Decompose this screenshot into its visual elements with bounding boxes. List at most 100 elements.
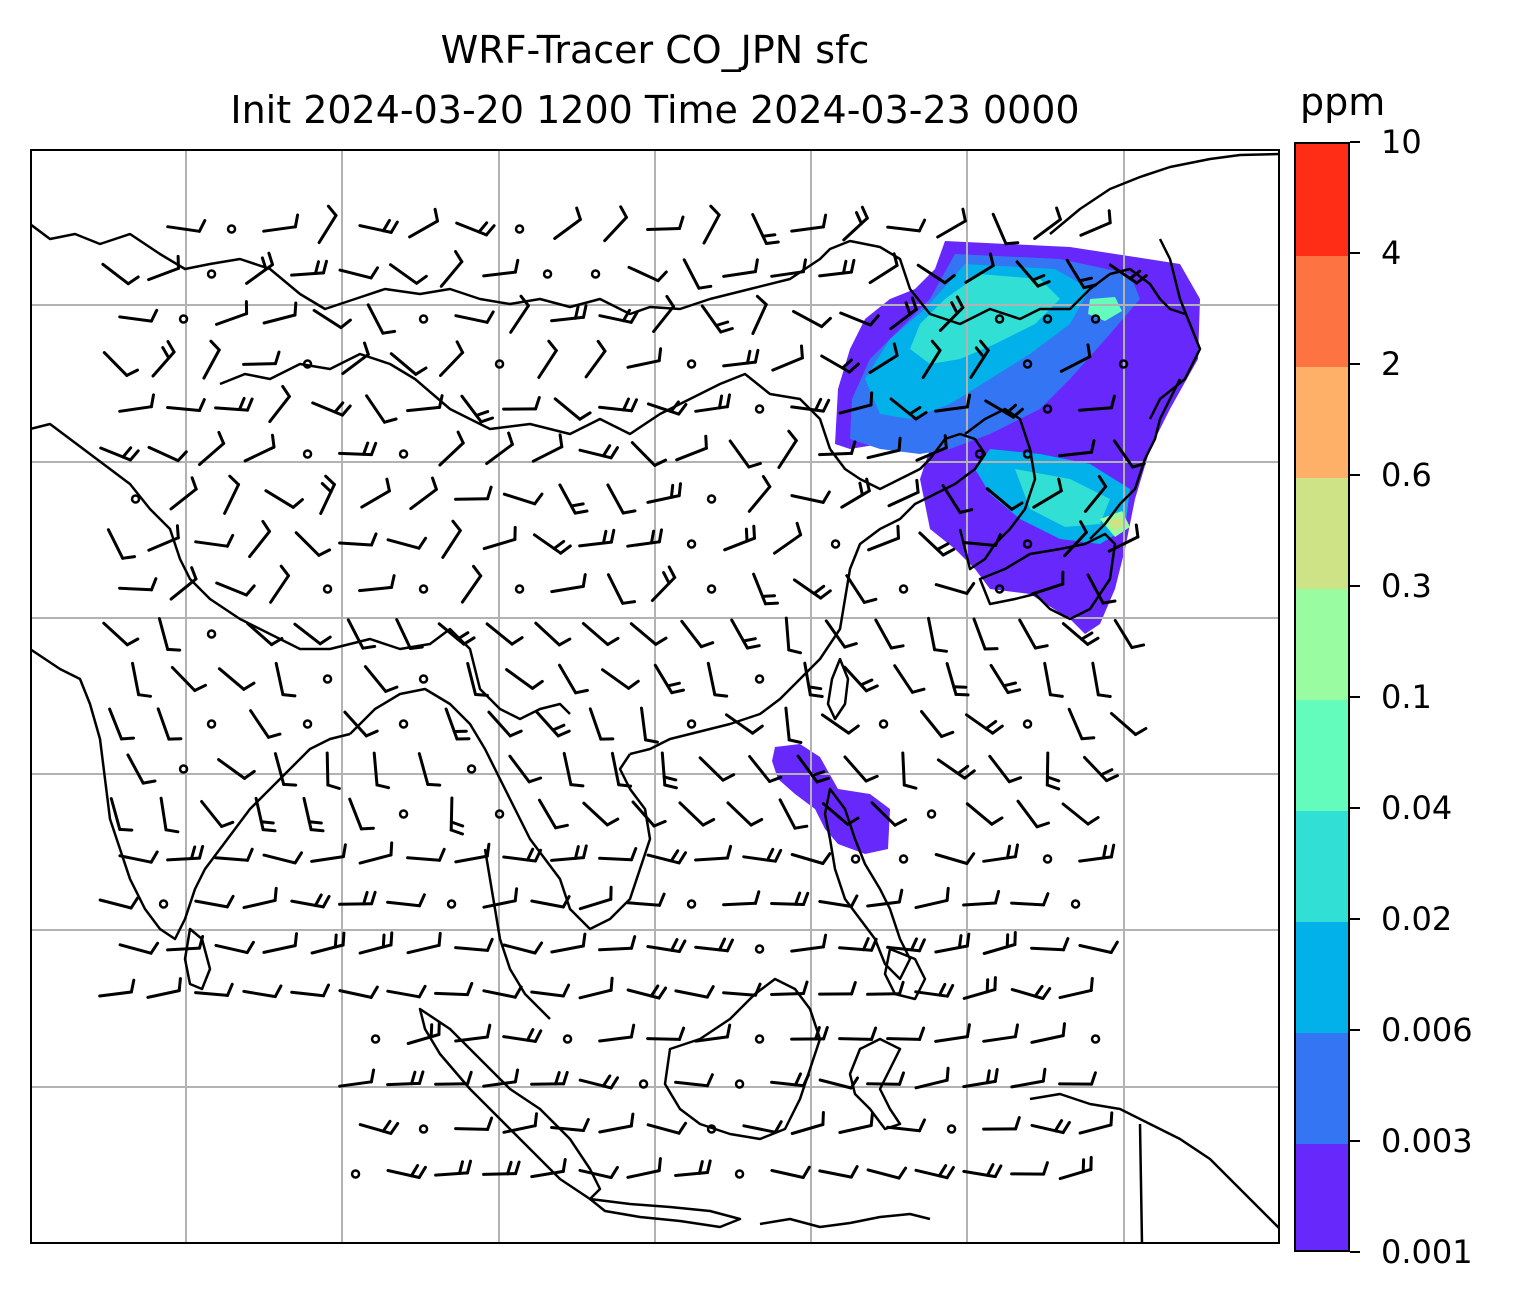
- coastline-borneo: [663, 977, 822, 1141]
- wind-barb-flag: [574, 845, 580, 860]
- wind-barb-shaft: [752, 572, 767, 606]
- wind-barb-flag: [669, 483, 675, 499]
- calm-wind-circle: [946, 1124, 957, 1134]
- wind-barb-shaft: [867, 536, 900, 552]
- wind-barb-flag: [1090, 1071, 1097, 1086]
- colorbar-tick: [1350, 1140, 1360, 1142]
- wind-barb-flag: [533, 492, 544, 506]
- wind-barb-shaft: [215, 581, 248, 597]
- wind-barb-shaft: [262, 944, 297, 954]
- wind-barb-flag: [322, 259, 328, 275]
- wind-barb-flag: [847, 724, 860, 735]
- wind-barb-flag: [812, 584, 826, 595]
- wind-barb-flag: [918, 1026, 926, 1041]
- wind-barb-flag: [313, 893, 323, 907]
- wind-barb-flag: [121, 446, 133, 459]
- wind-barb-flag: [307, 820, 323, 825]
- colorbar-band: [1296, 144, 1348, 256]
- wind-barb-shaft: [217, 667, 246, 691]
- wind-barb-shaft: [700, 304, 723, 334]
- wind-barb-flag: [990, 816, 1004, 826]
- wind-barb-flag: [1045, 775, 1061, 783]
- wind-barb-flag: [558, 433, 564, 449]
- wind-barb-flag: [341, 931, 346, 947]
- wind-barb-shaft: [454, 497, 490, 501]
- wind-barb-flag: [752, 524, 756, 540]
- wind-barb-flag: [609, 976, 614, 992]
- wind-barb-flag: [242, 681, 256, 691]
- wind-barb-flag: [821, 852, 832, 865]
- wind-barb-shaft: [1058, 1167, 1093, 1181]
- wind-barb-flag: [755, 294, 768, 306]
- calm-wind-circle: [926, 809, 937, 819]
- wind-barb-flag: [849, 894, 859, 908]
- calm-wind-circle: [898, 854, 909, 864]
- wind-barb-shaft: [777, 439, 798, 469]
- wind-barb-flag: [190, 845, 197, 860]
- wind-barb-shaft: [770, 992, 805, 996]
- wind-barb-flag: [718, 394, 724, 410]
- wind-barb-shaft: [728, 439, 751, 469]
- wind-barb-shaft: [338, 541, 373, 547]
- wind-barb-shaft: [274, 661, 285, 697]
- map-panel: [30, 149, 1280, 1244]
- wind-barb-flag: [801, 258, 807, 274]
- wind-barb-flag: [709, 204, 721, 217]
- wind-barb-flag: [320, 482, 333, 494]
- wind-barb-flag: [126, 275, 140, 286]
- wind-barb-flag: [713, 693, 729, 698]
- wind-barb-flag: [933, 648, 948, 653]
- wind-barb-flag: [662, 571, 671, 585]
- wind-barb-flag: [795, 521, 803, 537]
- wind-barb-flag: [514, 1160, 521, 1176]
- wind-barb-shaft: [886, 1125, 921, 1133]
- wind-barb-flag: [898, 1071, 905, 1086]
- wind-barb-flag: [714, 320, 730, 327]
- wind-barb-shaft: [680, 619, 703, 649]
- wind-barb-shaft: [406, 856, 441, 862]
- wind-barb-flag: [526, 1028, 535, 1042]
- wind-barb-shaft: [945, 662, 958, 696]
- wind-barb-flag: [704, 434, 708, 450]
- wind-barb-shaft: [1058, 988, 1093, 1000]
- wind-barb-flag: [364, 729, 379, 738]
- wind-barb-shaft: [358, 853, 393, 865]
- wind-barb-flag: [937, 1164, 948, 1178]
- wind-barb-flag: [726, 844, 733, 860]
- wind-barb-shaft: [674, 989, 709, 999]
- wind-barb-shaft: [790, 225, 825, 233]
- wind-barb-flag: [802, 891, 810, 906]
- wind-barb-flag: [820, 316, 832, 329]
- wind-barb-flag: [533, 941, 544, 955]
- wind-barb-shaft: [989, 663, 1010, 695]
- calm-wind-circle: [686, 719, 697, 729]
- wind-barb-shaft: [386, 989, 421, 999]
- wind-barb-flag: [766, 847, 775, 862]
- wind-barb-flag: [318, 635, 332, 646]
- colorbar-tick-label: 0.001: [1381, 1233, 1473, 1271]
- wind-barb-shaft: [1079, 221, 1112, 237]
- wind-barb-shaft: [1016, 799, 1039, 829]
- wind-barb-flag: [1109, 843, 1116, 859]
- wind-barb-flag: [322, 983, 330, 998]
- wind-barb-flag: [582, 844, 588, 860]
- colorbar-tick: [1350, 807, 1360, 809]
- wind-barb-shaft: [675, 446, 708, 462]
- wind-barb-flag: [417, 536, 428, 550]
- wind-barb-shaft: [98, 898, 133, 910]
- wind-barb-flag: [859, 678, 874, 687]
- wind-barb-flag: [917, 218, 927, 233]
- wind-barb-shaft: [886, 1037, 922, 1041]
- wind-barb-shaft: [934, 1035, 969, 1043]
- wind-barb-shaft: [454, 314, 489, 324]
- wind-barb-shaft: [770, 1080, 805, 1088]
- wind-barb-flag: [326, 204, 338, 217]
- wind-barb-flag: [744, 527, 749, 543]
- wind-barb-shaft: [874, 618, 893, 650]
- wind-barb-flag: [485, 842, 491, 858]
- wind-barb-flag: [370, 890, 377, 906]
- wind-barb-flag: [324, 474, 336, 486]
- wind-barb-shaft: [439, 351, 465, 377]
- wind-barb-flag: [865, 477, 871, 493]
- wind-barb-flag: [994, 889, 1001, 905]
